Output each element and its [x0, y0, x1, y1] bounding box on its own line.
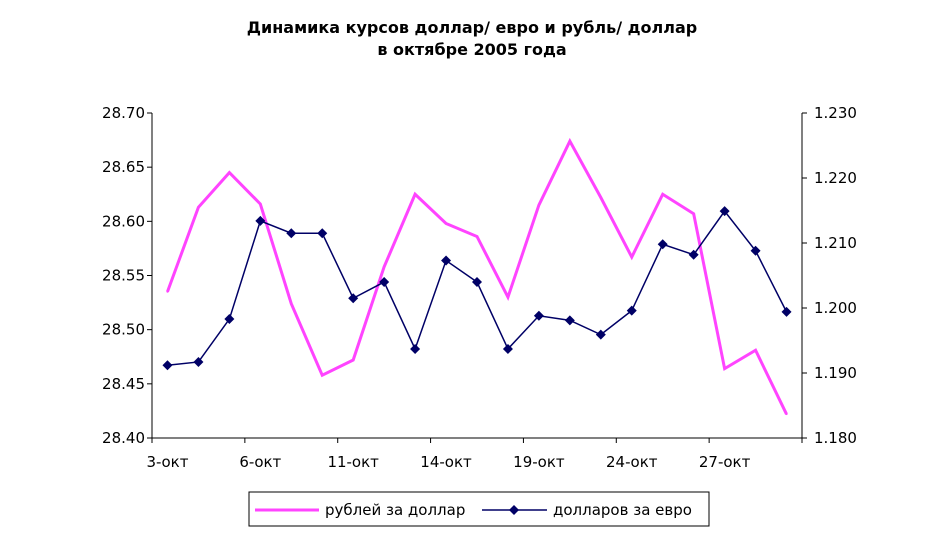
y-left-tick-label: 28.65 [102, 158, 145, 176]
y-right-tick-label: 1.230 [814, 104, 857, 122]
series-rubles-point [166, 290, 169, 293]
x-tick-label: 14-окт [420, 453, 472, 471]
y-left-tick-label: 28.55 [102, 267, 145, 285]
series-dollars-point [502, 343, 513, 354]
series-rubles-point [352, 359, 355, 361]
legend-label-rubles: рублей за доллар [325, 501, 465, 519]
series-dollars-point [255, 215, 266, 226]
y-right-tick-label: 1.200 [814, 299, 857, 317]
y-right-tick-label: 1.210 [814, 234, 857, 252]
series-dollars-point [657, 239, 668, 250]
series-dollars-point [193, 356, 204, 367]
series-dollars-point [379, 277, 390, 287]
y-right-tick-label: 1.190 [814, 364, 857, 382]
series-dollars-point [595, 329, 606, 340]
series-rubles-point [723, 367, 726, 370]
series-dollars-point [410, 343, 421, 354]
series-rubles-point [754, 349, 757, 352]
series-dollars-point [348, 293, 359, 304]
legend: рублей за доллар долларов за евро [248, 491, 710, 527]
series-dollars-point [472, 277, 482, 287]
series-dollars-point [719, 206, 730, 217]
series-dollars-point [564, 315, 575, 326]
series-rubles-point [630, 256, 633, 259]
series-rubles-point [785, 413, 788, 416]
y-right-tick-label: 1.220 [814, 169, 857, 187]
series-dollars-point [162, 360, 173, 371]
legend-marker-dollars [509, 505, 519, 515]
series-rubles-point [290, 302, 293, 305]
series-rubles-point [383, 265, 386, 268]
series-rubles-point [692, 212, 695, 215]
x-tick-label: 24-окт [606, 453, 658, 471]
plot-area: 28.40 28.45 28.50 28.55 28.60 28.65 28.70 1.180… [102, 104, 857, 471]
series-dollars-point [781, 306, 792, 317]
x-tick-label: 3-окт [147, 453, 189, 471]
chart-title-line-1: Динамика курсов доллар/ евро и рубль/ до… [247, 18, 697, 37]
series-dollars-point [286, 228, 297, 239]
series-rubles-point [259, 203, 262, 205]
x-tick-label: 11-окт [327, 453, 379, 471]
series-rubles-point [568, 140, 571, 143]
y-left-tick-label: 28.45 [102, 375, 145, 393]
series-rubles-point [197, 206, 200, 209]
series-dollars-per-euro-line [167, 209, 788, 366]
y-left-tick-label: 28.60 [102, 212, 145, 230]
series-rubles-point [537, 204, 540, 207]
series-dollars-point [533, 310, 544, 321]
legend-box [248, 491, 710, 527]
series-dollars-point [441, 255, 452, 266]
chart-title-line-2: в октябре 2005 года [377, 40, 566, 59]
y-right-tick-label: 1.180 [814, 429, 857, 447]
series-dollars-point [224, 314, 235, 325]
series-rubles-point [321, 374, 324, 377]
series-rubles-point [228, 171, 231, 174]
series-rubles-point [599, 196, 602, 199]
x-tick-label: 6-окт [239, 453, 281, 471]
series-rubles-point [476, 235, 478, 238]
y-left-tick-label: 28.50 [102, 321, 145, 339]
series-dollars-point [626, 305, 637, 316]
series-rubles-point [661, 193, 664, 196]
y-left-tick-label: 28.70 [102, 104, 145, 122]
y-left-tick-label: 28.40 [102, 429, 145, 447]
series-dollars-point [317, 228, 328, 239]
x-tick-label: 19-окт [513, 453, 565, 471]
series-rubles-point [445, 222, 448, 225]
legend-label-dollars: долларов за евро [553, 501, 692, 519]
x-tick-label: 27-окт [699, 453, 751, 471]
series-rubles-point [414, 193, 417, 196]
series-dollars-point [750, 245, 761, 256]
series-rubles-point [506, 296, 509, 299]
series-dollars-point [688, 249, 699, 260]
